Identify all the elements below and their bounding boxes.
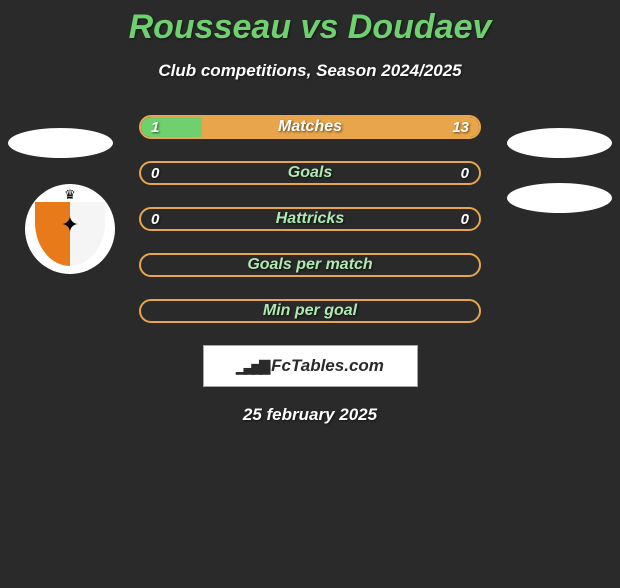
club-right-badge (507, 183, 612, 213)
shield-icon: ✦ (35, 202, 105, 266)
player-left-avatar (8, 128, 113, 158)
stat-bar: Goals per match (139, 253, 481, 277)
date-label: 25 february 2025 (0, 405, 620, 425)
stat-bar: 113Matches (139, 115, 481, 139)
stat-bar: Min per goal (139, 299, 481, 323)
bar-label: Matches (141, 117, 479, 137)
stat-bar: 00Goals (139, 161, 481, 185)
brand-badge: ▁▃▅▇ FcTables.com (203, 345, 418, 387)
bar-label: Min per goal (141, 301, 479, 321)
page-title: Rousseau vs Doudaev (0, 8, 620, 47)
chart-icon: ▁▃▅▇ (236, 358, 267, 375)
bar-label: Goals per match (141, 255, 479, 275)
comparison-bars: 113Matches 00Goals 00Hattricks Goals per ma… (139, 115, 481, 323)
crown-icon: ♛ (64, 187, 76, 203)
brand-text: FcTables.com (271, 356, 384, 376)
club-left-badge: ♛ ✦ (25, 184, 115, 274)
eagle-icon: ✦ (61, 212, 79, 238)
bar-label: Hattricks (141, 209, 479, 229)
subtitle: Club competitions, Season 2024/2025 (0, 61, 620, 81)
bar-label: Goals (141, 163, 479, 183)
player-right-avatar (507, 128, 612, 158)
stat-bar: 00Hattricks (139, 207, 481, 231)
